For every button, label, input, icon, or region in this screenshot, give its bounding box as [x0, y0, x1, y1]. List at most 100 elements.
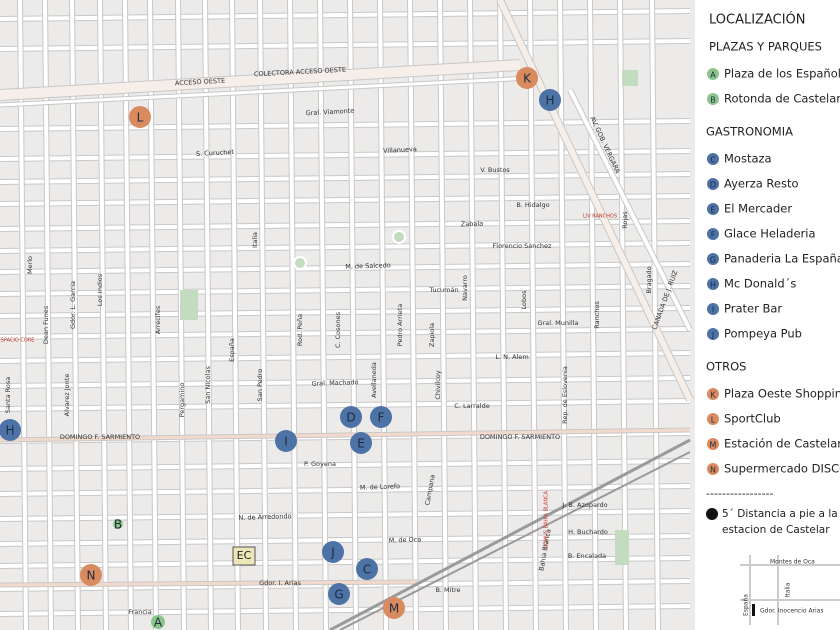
street: [0, 119, 691, 131]
street-label: Villanueva: [383, 145, 417, 155]
street-label: DOMINGO F. SARMIENTO: [480, 433, 560, 441]
street: [123, 0, 133, 630]
street: [498, 0, 508, 630]
legend-label: Prater Bar: [724, 302, 782, 316]
street-label: B. Encalada: [568, 552, 606, 560]
park: [615, 530, 629, 565]
legend-marker: [707, 68, 719, 80]
marker-letter: B: [114, 518, 122, 532]
street-label: Lobos: [520, 290, 528, 310]
note: estacion de Castelar: [722, 524, 830, 536]
streets: [0, 0, 694, 630]
street-label: Alvarez Jonte: [63, 374, 71, 417]
street-label: Gdor. I. Arias: [259, 579, 301, 587]
street-label: Dean Funes: [42, 305, 50, 344]
street-label: Pergamino: [178, 383, 186, 418]
street-label: N. de Arredondo: [238, 512, 291, 522]
marker-letter: N: [87, 569, 96, 583]
marker-letter: K: [523, 72, 532, 86]
street: [0, 399, 691, 411]
marker-letter: J: [330, 546, 335, 560]
marker: [383, 597, 405, 619]
street-label: Gral. Machado: [311, 378, 358, 388]
marker-letter: C: [363, 563, 371, 577]
place-label: LIV RANCHOS: [583, 214, 617, 220]
street-label: España: [228, 338, 236, 362]
street-label: San Nicolas: [204, 366, 212, 404]
street-label: Zapiola: [428, 323, 436, 347]
street: [0, 172, 691, 184]
legend-letter: D: [710, 181, 716, 190]
street: [378, 0, 388, 630]
marker: [370, 406, 392, 428]
legend-label: Plaza Oeste Shopping: [724, 387, 840, 401]
marker: [340, 406, 362, 428]
marker: [322, 541, 344, 563]
marker-letter: I: [284, 435, 288, 449]
marker: [275, 430, 297, 452]
street-label: Gdor. L. Garcia: [69, 281, 77, 329]
street-label: Arrecifes: [154, 305, 162, 334]
street: [0, 9, 691, 21]
street-label: Chivilcoy: [434, 370, 442, 399]
street: [568, 89, 692, 331]
street-label: Pedro Arrieta: [396, 304, 404, 346]
legend-heading: PLAZAS Y PARQUES: [709, 40, 822, 54]
street-label: Rep. de Eslovenia: [561, 366, 569, 424]
street: [0, 556, 691, 568]
legend-marker: [707, 438, 719, 450]
legend-marker: [707, 328, 719, 340]
street-label: Bragado: [645, 266, 653, 293]
legend-letter: F: [711, 231, 716, 240]
legend-label: SportClub: [724, 412, 781, 426]
inset-label: España: [743, 594, 750, 616]
street-label: ACCESO OESTE: [175, 77, 226, 88]
street: [348, 0, 358, 630]
legend-heading: OTROS: [706, 360, 746, 374]
street-label: L. N. Alem: [495, 353, 528, 361]
street: [558, 0, 568, 630]
legend-marker: [707, 93, 719, 105]
street: [0, 284, 691, 296]
street: [0, 534, 691, 546]
legend-marker: [707, 203, 719, 215]
street-label: M. de Lorefo: [360, 482, 400, 491]
street: [230, 0, 240, 630]
inset-label: Italia: [785, 582, 792, 597]
legend-label: Panaderia La España: [724, 252, 840, 266]
walk-icon: [706, 508, 718, 520]
street: [0, 306, 691, 318]
street-label: M. de Oca: [389, 535, 422, 544]
inset-label: Gdor. Inocencio Arias: [760, 608, 823, 615]
street: [528, 0, 538, 630]
street: [98, 0, 108, 630]
marker: [0, 419, 21, 441]
legend-label: Pompeya Pub: [724, 327, 802, 341]
street-label: M. de Salcedo: [345, 261, 391, 271]
street: [0, 262, 691, 274]
street: [0, 604, 691, 616]
legend-heading: GASTRONOMIA: [706, 125, 793, 139]
legend-marker: [707, 278, 719, 290]
street-label: Florencio Sanchez: [493, 242, 553, 250]
legend-label: Rotonda de Castelar: [724, 92, 840, 106]
street: [408, 0, 418, 630]
street: [468, 0, 478, 630]
legend-letter: G: [710, 256, 716, 265]
legend-letter: K: [710, 391, 716, 400]
legend-letter: L: [711, 416, 716, 425]
roundabout: [392, 230, 406, 244]
legend-label: Plaza de los Españoles: [724, 67, 840, 81]
street: [0, 509, 691, 521]
legend-marker: [707, 253, 719, 265]
street: [0, 39, 691, 51]
street-label: J. B. Azopardo: [561, 501, 607, 509]
legend-label: Mostaza: [724, 152, 772, 166]
street-label: Avellaneda: [370, 362, 378, 398]
marker: [350, 432, 372, 454]
street: [0, 60, 521, 100]
note: 5´ Distancia a pie a la: [722, 508, 838, 520]
marker: [516, 67, 538, 89]
